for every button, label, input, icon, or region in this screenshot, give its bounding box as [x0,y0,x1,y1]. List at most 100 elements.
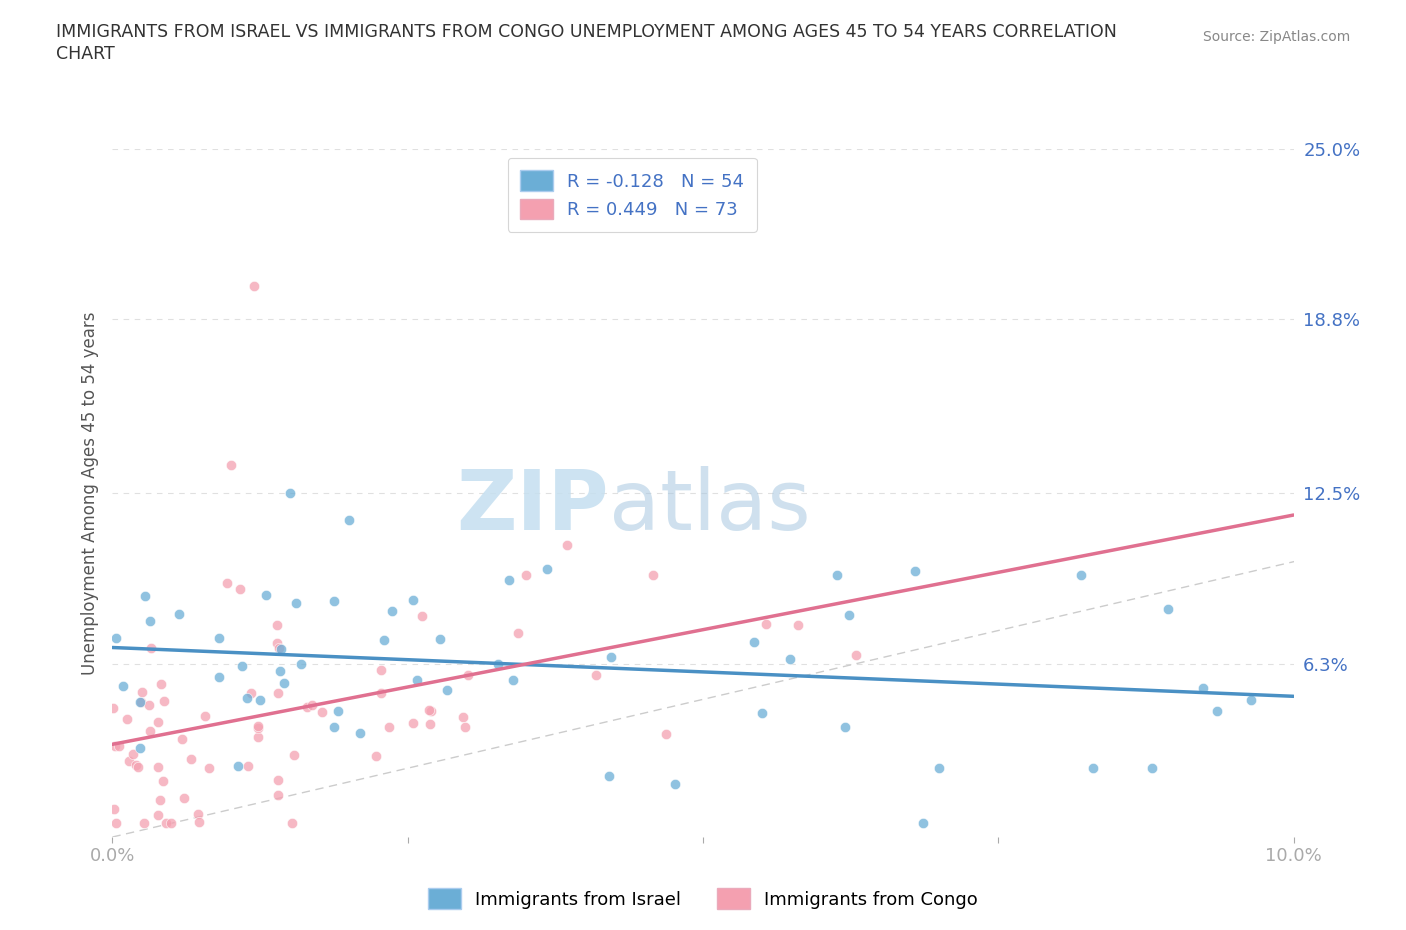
Point [269,663,291,678]
Text: atlas: atlas [609,466,810,547]
Point [167,606,190,621]
Point [267,641,290,656]
Point [270,642,292,657]
Point [194,709,217,724]
Point [381,604,404,618]
Point [1205,703,1227,718]
Point [134,589,156,604]
Point [838,607,860,622]
Point [506,625,529,640]
Point [295,699,318,714]
Point [132,816,155,830]
Point [267,685,290,700]
Point [240,686,263,701]
Point [1140,761,1163,776]
Point [1240,693,1263,708]
Point [103,802,125,817]
Point [373,633,395,648]
Point [238,759,260,774]
Point [598,769,620,784]
Text: IMMIGRANTS FROM ISRAEL VS IMMIGRANTS FROM CONGO UNEMPLOYMENT AMONG AGES 45 TO 54: IMMIGRANTS FROM ISRAEL VS IMMIGRANTS FRO… [56,23,1118,41]
Point [429,631,451,646]
Point [101,701,124,716]
Point [180,752,202,767]
Point [146,808,169,823]
Legend: R = -0.128   N = 54, R = 0.449   N = 73: R = -0.128 N = 54, R = 0.449 N = 73 [508,158,756,232]
Point [281,816,304,830]
Point [502,672,524,687]
Point [229,581,252,596]
Point [249,693,271,708]
Point [1070,568,1092,583]
Point [301,698,323,712]
Point [322,593,344,608]
Point [247,719,270,734]
Point [290,657,312,671]
Point [231,658,253,673]
Point [172,732,194,747]
Point [138,698,160,712]
Point [105,631,128,646]
Point [536,562,558,577]
Point [827,568,849,583]
Point [118,753,141,768]
Point [266,636,288,651]
Point [125,757,148,772]
Point [149,676,172,691]
Point [131,684,153,699]
Point [247,720,270,735]
Point [1192,681,1215,696]
Point [104,738,127,753]
Point [273,675,295,690]
Point [247,730,270,745]
Point [187,806,209,821]
Point [364,749,387,764]
Text: Source: ZipAtlas.com: Source: ZipAtlas.com [1202,30,1350,44]
Point [599,650,621,665]
Point [146,760,169,775]
Point [555,538,578,552]
Point [904,564,927,578]
Point [122,747,145,762]
Text: CHART: CHART [56,45,115,62]
Point [266,618,288,632]
Point [486,657,509,671]
Point [148,714,170,729]
Point [454,719,477,734]
Point [152,693,174,708]
Point [451,710,474,724]
Point [419,717,441,732]
Point [664,777,686,791]
Point [311,705,333,720]
Point [139,614,162,629]
Point [402,715,425,730]
Point [129,695,152,710]
Point [284,596,307,611]
Point [349,725,371,740]
Point [243,279,266,294]
Point [254,588,277,603]
Point [402,592,425,607]
Point [845,647,868,662]
Point [283,747,305,762]
Point [911,816,934,830]
Point [418,702,440,717]
Legend: Immigrants from Israel, Immigrants from Congo: Immigrants from Israel, Immigrants from … [420,881,986,916]
Point [370,663,392,678]
Text: ZIP: ZIP [456,466,609,547]
Point [787,618,810,632]
Point [278,485,301,500]
Point [219,458,242,472]
Point [226,759,249,774]
Point [108,738,131,753]
Point [337,513,360,528]
Point [323,720,346,735]
Point [115,712,138,727]
Point [152,774,174,789]
Point [267,788,290,803]
Point [208,631,231,645]
Point [104,816,127,830]
Point [643,568,665,583]
Point [515,568,537,583]
Point [436,683,458,698]
